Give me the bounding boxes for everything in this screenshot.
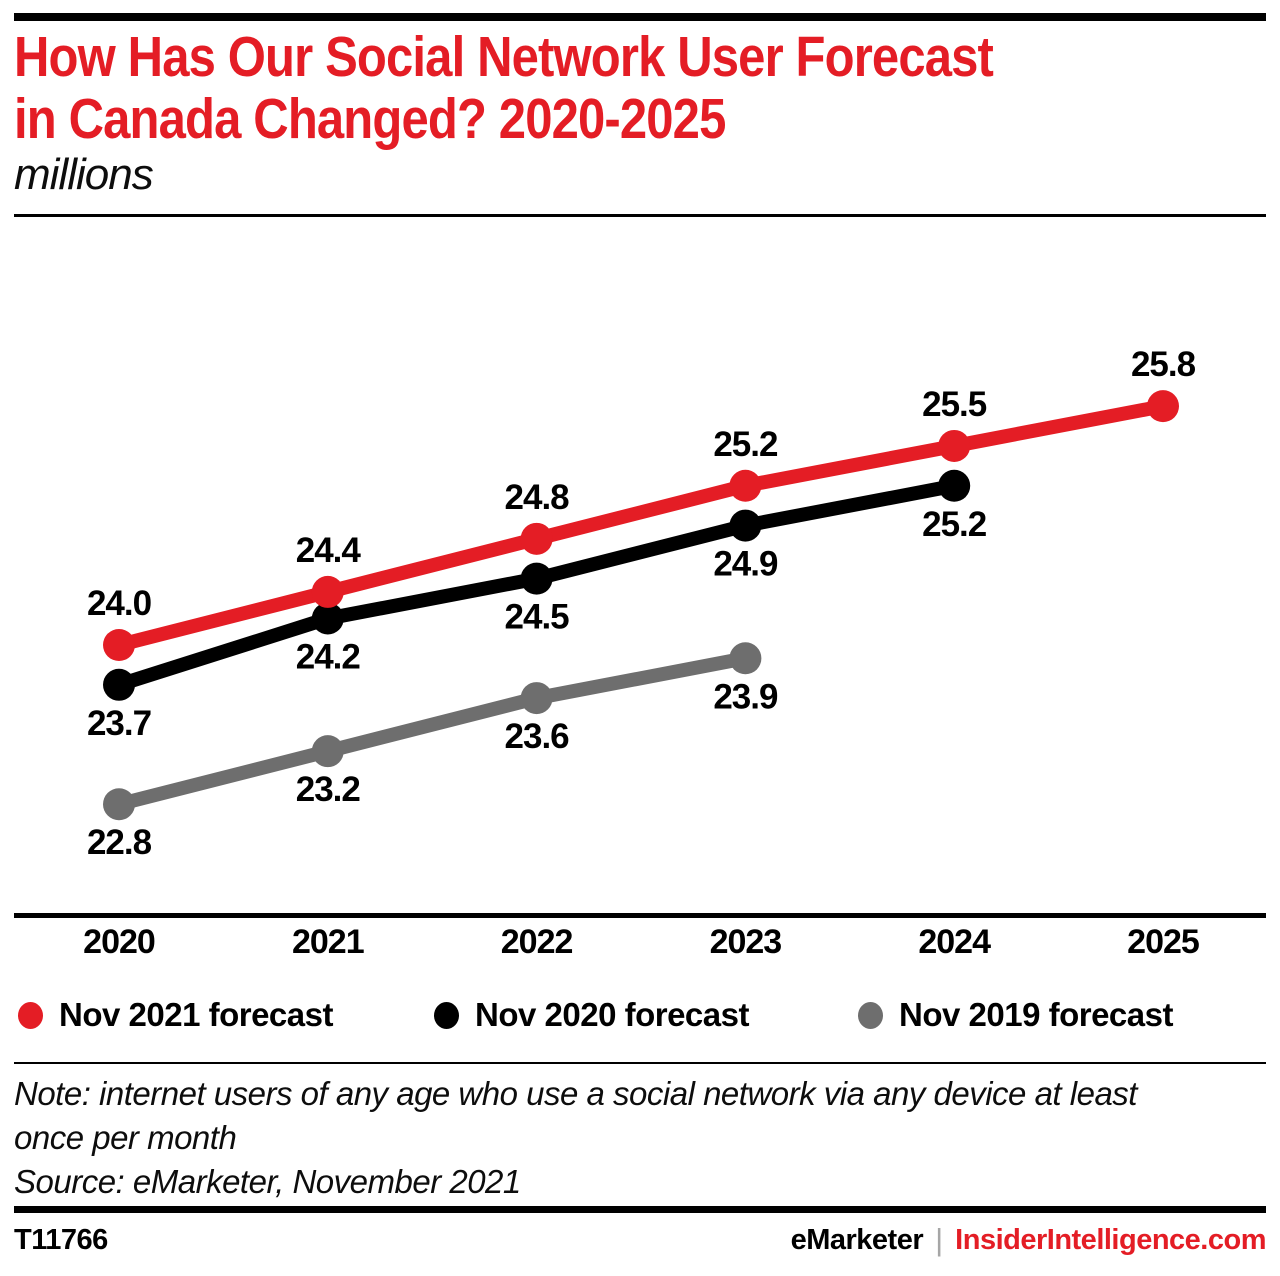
x-tick-2021: 2021 bbox=[291, 923, 365, 961]
brand-separator: | bbox=[935, 1222, 944, 1257]
data-point bbox=[938, 469, 971, 502]
x-axis-line bbox=[14, 913, 1266, 918]
data-label: 24.0 bbox=[87, 584, 152, 623]
x-tick-2024: 2024 bbox=[918, 923, 991, 961]
note-line2: once per month bbox=[14, 1119, 237, 1156]
notes-divider bbox=[14, 1062, 1266, 1064]
data-point bbox=[103, 668, 135, 701]
data-label: 25.8 bbox=[1131, 345, 1196, 384]
data-label: 25.2 bbox=[922, 505, 987, 544]
chart-id: T11766 bbox=[14, 1224, 108, 1256]
data-point bbox=[520, 682, 553, 715]
data-label: 24.9 bbox=[713, 545, 778, 584]
data-point bbox=[311, 602, 344, 635]
notes-block: Note: internet users of any age who use … bbox=[14, 1072, 1266, 1204]
page-title-line1: How Has Our Social Network User Forecast bbox=[14, 25, 994, 89]
legend-label: Nov 2020 forecast bbox=[475, 996, 749, 1033]
legend-dot-icon bbox=[18, 1001, 43, 1029]
data-label: 23.9 bbox=[713, 677, 778, 716]
data-label: 24.8 bbox=[505, 478, 570, 517]
data-label: 23.6 bbox=[505, 717, 570, 756]
data-point bbox=[729, 642, 762, 675]
data-label: 24.2 bbox=[296, 637, 361, 676]
top-accent-bar bbox=[14, 13, 1266, 21]
data-label: 23.2 bbox=[296, 770, 361, 809]
legend-label: Nov 2019 forecast bbox=[899, 996, 1173, 1033]
legend-item-nov-2021-forecast: Nov 2021 forecast bbox=[18, 995, 333, 1035]
x-tick-2022: 2022 bbox=[500, 923, 574, 961]
legend-label: Nov 2021 forecast bbox=[59, 996, 333, 1033]
x-tick-2023: 2023 bbox=[709, 923, 783, 961]
data-label: 23.7 bbox=[87, 704, 151, 743]
data-label: 24.4 bbox=[296, 531, 362, 570]
data-point bbox=[729, 469, 762, 502]
series-line-nov-2019-forecast bbox=[117, 651, 747, 812]
header-divider bbox=[14, 214, 1266, 217]
data-label: 25.2 bbox=[713, 425, 778, 464]
data-point bbox=[520, 522, 553, 555]
series-line-nov-2021-forecast bbox=[117, 399, 1165, 652]
legend-dot-icon bbox=[434, 1001, 459, 1029]
chart-legend: Nov 2021 forecast Nov 2020 forecast Nov 20… bbox=[0, 995, 1280, 1035]
page-title-line2: in Canada Changed? 2020-2025 bbox=[14, 87, 726, 151]
line-chart: 22.8 23.2 23.6 23.9 23.7 24.2 24.5 24.9 25.2 24.0… bbox=[14, 345, 1266, 918]
brand-site-link[interactable]: InsiderIntelligence.com bbox=[955, 1224, 1266, 1256]
source-line: Source: eMarketer, November 2021 bbox=[14, 1163, 521, 1200]
data-label: 22.8 bbox=[87, 823, 152, 862]
page-title: How Has Our Social Network User Forecast… bbox=[14, 26, 1261, 150]
data-point bbox=[311, 735, 344, 768]
x-axis-labels: 2020 2021 2022 2023 2024 2025 bbox=[0, 922, 1280, 962]
data-label: 24.5 bbox=[505, 598, 570, 637]
data-point bbox=[311, 575, 344, 608]
footer-brand: eMarketer | InsiderIntelligence.com bbox=[790, 1222, 1267, 1258]
data-point bbox=[103, 788, 135, 821]
x-tick-2025: 2025 bbox=[1127, 923, 1200, 961]
data-point bbox=[103, 629, 135, 661]
x-tick-2020: 2020 bbox=[83, 923, 156, 961]
note-line1: Note: internet users of any age who use … bbox=[14, 1075, 1137, 1112]
legend-dot-icon bbox=[858, 1001, 883, 1029]
footer-divider bbox=[14, 1206, 1266, 1213]
data-point bbox=[520, 562, 553, 595]
data-label: 25.5 bbox=[922, 385, 987, 424]
data-point bbox=[1147, 390, 1179, 423]
data-point bbox=[938, 429, 971, 462]
legend-item-nov-2019-forecast: Nov 2019 forecast bbox=[858, 995, 1173, 1035]
legend-item-nov-2020-forecast: Nov 2020 forecast bbox=[434, 995, 749, 1035]
brand-emarketer: eMarketer bbox=[790, 1224, 924, 1256]
data-point bbox=[729, 509, 762, 542]
units-subtitle: millions bbox=[14, 150, 154, 199]
